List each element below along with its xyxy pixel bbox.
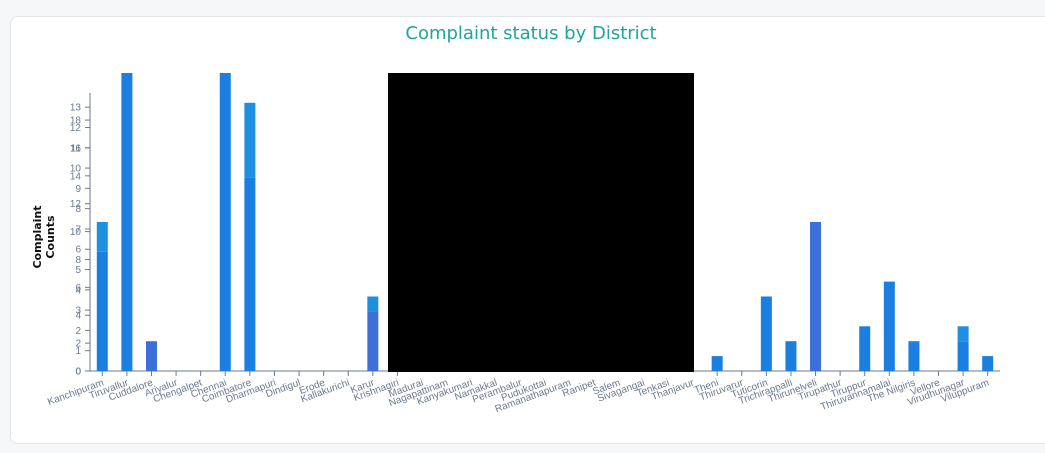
y-tick-label: 3 (75, 306, 81, 317)
y-tick-label: 6 (75, 283, 81, 294)
y-tick-label: 10 (70, 164, 82, 175)
y-tick-label: 0 (75, 367, 81, 378)
bar-segment-top (957, 326, 969, 342)
bar-segment (711, 356, 723, 371)
bar-segment (908, 341, 920, 371)
y-tick-label: 2 (75, 326, 81, 337)
y-tick-label: 6 (75, 245, 81, 256)
redacted-region (388, 73, 694, 372)
bar-segment (785, 341, 797, 371)
bar-segment (244, 177, 256, 371)
y-tick-label: 14 (70, 171, 82, 182)
bar-segment (96, 251, 108, 371)
bar-segment-top (367, 296, 379, 312)
y-tick-label: 7 (75, 224, 81, 235)
y-tick-label: 16 (70, 143, 82, 154)
bar-segment (810, 222, 822, 371)
x-tick-label: Kallakurichi (299, 377, 351, 405)
y-tick-label: 4 (75, 285, 81, 296)
y-tick-label: 12 (70, 123, 82, 134)
y-tick-label: 8 (75, 255, 81, 266)
y-tick-label: 2 (75, 339, 81, 350)
y-tick-label: 11 (71, 143, 82, 154)
bar-segment (957, 341, 969, 371)
y-tick-label: 1 (75, 346, 81, 357)
bar-segment-top (96, 222, 108, 252)
y-tick-label: 0 (75, 367, 81, 378)
x-tick-label: Viluppuram (940, 377, 991, 405)
chart-title: Complaint status by District (405, 23, 657, 44)
bar-segment (883, 281, 895, 371)
bar-segment (982, 356, 994, 371)
y-tick-label: 9 (75, 184, 81, 195)
y-tick-label: 4 (75, 311, 81, 322)
bar-segment (145, 341, 157, 371)
bar-segment-top (244, 102, 256, 178)
y-tick-label: 8 (75, 204, 81, 215)
y-tick-label: 5 (75, 265, 81, 276)
bar-segment (760, 296, 772, 371)
y-tick-label: 10 (70, 227, 82, 238)
y-tick-label: 13 (70, 103, 82, 114)
y-tick-label: 12 (70, 199, 82, 210)
bar-segment (121, 73, 133, 371)
bar-segment (219, 73, 231, 371)
bar-segment (859, 326, 871, 371)
bar-segment (367, 311, 379, 371)
y-tick-label: 18 (70, 116, 82, 127)
